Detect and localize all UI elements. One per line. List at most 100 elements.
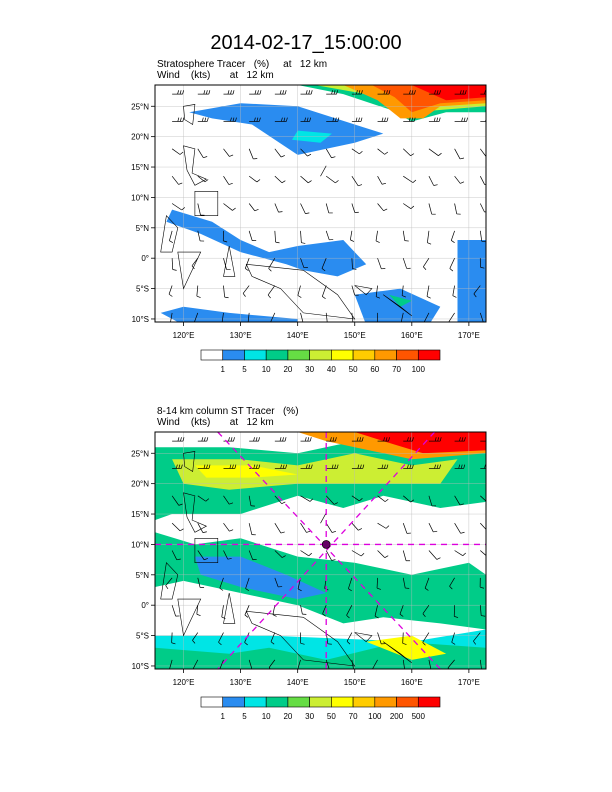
wind-barb <box>171 522 181 532</box>
wind-barb <box>248 175 258 183</box>
tracer-area <box>457 240 486 322</box>
wind-barb-flag <box>424 587 429 591</box>
map-frame <box>154 431 487 670</box>
wind-barb <box>248 203 256 212</box>
lat-tick-label: 15°N <box>131 510 149 519</box>
wind-barb-flag <box>179 117 182 122</box>
wind-barb-flag <box>196 613 201 617</box>
wind-barb-flag <box>484 211 486 213</box>
wind-barb <box>197 175 206 183</box>
wind-barb-flag <box>219 587 224 591</box>
wind-barb-flag <box>336 464 339 469</box>
wind-barb <box>449 258 455 269</box>
colorbar-box <box>374 349 397 361</box>
map-field <box>155 432 493 669</box>
lon-tick-label: 130°E <box>230 331 252 340</box>
wind-barb-flag <box>284 90 287 95</box>
wind-barb <box>479 175 485 185</box>
wind-barb-flag <box>384 117 386 122</box>
wind-barb-flag <box>256 179 261 183</box>
wind-barb <box>449 577 455 587</box>
coastline <box>183 492 208 533</box>
wind-barb-flag <box>332 117 335 122</box>
colorbar-label: 30 <box>305 712 314 721</box>
wind-barb-flag <box>492 437 493 441</box>
wind-barb <box>270 632 276 642</box>
colorbar-label: 60 <box>370 365 379 374</box>
coastline <box>245 610 356 667</box>
wind-barb-flag <box>177 90 179 95</box>
wind-barb <box>428 550 438 560</box>
wind-barb-flag <box>462 90 465 95</box>
coastline <box>320 512 327 524</box>
wind-barb-flag <box>205 498 210 502</box>
colorbar-label: 20 <box>283 365 292 374</box>
wind-barb-flag <box>309 498 314 502</box>
lon-tick-label: 170°E <box>458 678 480 687</box>
wind-barb-flag <box>259 117 261 122</box>
wind-barb-flag <box>334 117 337 122</box>
wind-barb <box>297 285 301 296</box>
wind-barb <box>454 522 461 534</box>
wind-barb <box>196 605 199 615</box>
wind-barb-flag <box>253 464 256 469</box>
top-field-label: Stratosphere Tracer (%) at 12 km <box>157 59 328 70</box>
colorbar-label: 100 <box>412 365 426 374</box>
wind-barb-flag <box>268 268 272 272</box>
wind-barb-flag <box>254 90 257 95</box>
wind-barb-flag <box>256 117 259 122</box>
colorbar-label: 20 <box>283 712 292 721</box>
wind-barb <box>168 285 173 295</box>
wind-barb <box>171 605 176 617</box>
lat-tick-label: 0° <box>141 601 149 610</box>
wind-barb-flag <box>412 179 417 183</box>
wind-barb <box>194 312 199 322</box>
wind-barb <box>377 522 387 529</box>
lat-tick-label: 25°N <box>131 102 149 111</box>
wind-barb-flag <box>334 502 338 505</box>
wind-barb-flag <box>229 529 234 532</box>
wind-barb-flag <box>358 528 363 531</box>
wind-barb-flag <box>399 613 404 617</box>
wind-barb <box>169 659 173 669</box>
wind-barb <box>402 523 408 534</box>
wind-barb-flag <box>281 501 286 505</box>
wind-barb <box>197 148 204 158</box>
wind-barb-flag <box>433 530 438 533</box>
wind-barb <box>351 175 359 186</box>
wind-barb-flag <box>488 555 491 557</box>
lat-tick-label: 20°N <box>131 133 149 142</box>
tracer-area <box>389 294 412 307</box>
bottom-wind-label: Wind (kts) at 12 km <box>157 417 274 428</box>
wind-barb-flag <box>203 156 208 159</box>
wind-barb-flag <box>258 437 260 442</box>
wind-barb-flag <box>203 437 206 442</box>
wind-barb-flag <box>255 464 258 469</box>
wind-barb <box>171 148 181 155</box>
wind-barb-flag <box>381 464 384 469</box>
wind-barb-flag <box>459 437 461 442</box>
lat-tick-label: 5°N <box>136 571 150 580</box>
wind-barb-flag <box>458 464 461 469</box>
map-frame <box>154 84 487 323</box>
wind-barb <box>322 605 327 614</box>
wind-barb-flag <box>304 117 306 122</box>
wind-barb-flag <box>388 437 390 442</box>
colorbar-box <box>331 696 354 708</box>
wind-barb-flag <box>451 642 456 645</box>
wind-barb-flag <box>179 151 184 155</box>
wind-barb-flag <box>281 117 283 122</box>
wind-barb-flag <box>282 555 286 558</box>
coastline <box>223 245 236 277</box>
wind-barb-flag <box>386 464 389 469</box>
wind-barb <box>274 577 279 588</box>
colorbar-label: 5 <box>242 365 247 374</box>
wind-barb <box>325 148 332 158</box>
wind-barb-flag <box>203 464 206 469</box>
wind-barb <box>454 175 461 184</box>
wind-barb <box>321 258 327 269</box>
wind-barb-flag <box>330 437 332 442</box>
wind-barb <box>428 148 439 156</box>
wind-barb <box>300 230 302 243</box>
